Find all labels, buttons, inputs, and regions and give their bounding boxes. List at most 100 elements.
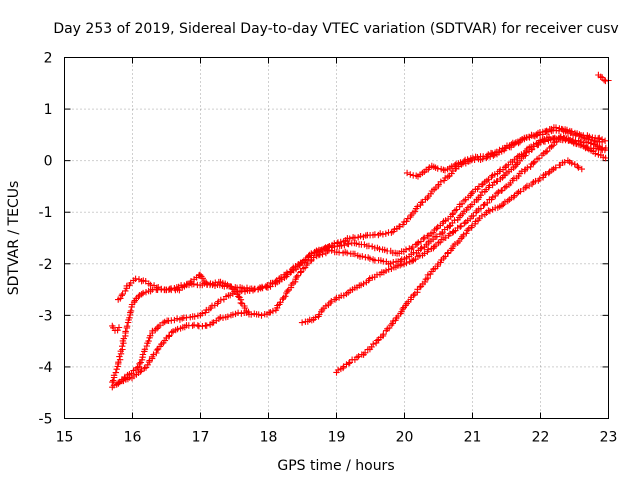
data-point (234, 309, 242, 316)
data-point (427, 190, 434, 197)
data-point (421, 278, 429, 286)
data-point (464, 156, 471, 163)
data-point (294, 272, 302, 279)
data-point (498, 187, 505, 194)
data-point (417, 245, 424, 253)
x-tick-label: 23 (600, 430, 618, 446)
data-point (149, 327, 156, 335)
data-point (219, 314, 227, 321)
data-point (168, 329, 175, 336)
data-point (415, 239, 422, 246)
data-point (545, 169, 552, 177)
series-track-6 (403, 124, 609, 180)
data-point (341, 242, 348, 249)
data-point (137, 368, 144, 375)
x-tick-label: 16 (124, 430, 142, 446)
data-point (410, 292, 417, 299)
data-point (602, 154, 609, 162)
data-point (119, 290, 126, 298)
data-point (449, 211, 456, 218)
data-point (486, 207, 494, 215)
data-point (491, 171, 498, 178)
data-point (203, 322, 210, 329)
data-point (212, 279, 219, 286)
data-point (224, 313, 231, 320)
data-point (112, 369, 119, 376)
data-point (470, 212, 477, 219)
data-point (574, 162, 581, 170)
data-point (135, 293, 142, 300)
data-point (509, 139, 516, 147)
data-point (437, 178, 444, 185)
data-point (484, 199, 491, 207)
y-axis-label: SDTVAR / TECUs (6, 181, 22, 296)
data-point (264, 282, 271, 289)
data-point (457, 222, 465, 230)
data-point (563, 126, 571, 134)
data-point (536, 175, 543, 183)
data-point (123, 323, 131, 330)
data-point (561, 135, 568, 142)
data-point (382, 267, 390, 274)
data-point (478, 181, 486, 188)
data-point (120, 335, 127, 342)
data-point (293, 273, 300, 281)
data-point (191, 313, 198, 320)
data-point (451, 241, 459, 248)
series-track-5 (333, 157, 585, 376)
data-point (425, 246, 432, 253)
data-point (174, 325, 181, 333)
data-point (438, 230, 446, 237)
data-point (141, 346, 149, 353)
data-point (513, 190, 521, 197)
data-point (312, 314, 319, 321)
data-point (153, 349, 160, 357)
data-point (209, 319, 216, 327)
data-point (158, 285, 165, 293)
data-point (288, 266, 296, 273)
data-point (596, 134, 603, 142)
data-point (176, 287, 183, 294)
data-point (123, 282, 130, 290)
series-track-8 (115, 271, 252, 316)
data-point (517, 188, 524, 195)
data-point (365, 242, 373, 250)
data-point (335, 249, 343, 256)
data-point (237, 299, 244, 307)
data-point (454, 224, 461, 232)
data-point (161, 337, 169, 344)
data-point (137, 359, 144, 366)
x-tick-labels: 15 16 17 18 19 20 21 22 23 (56, 430, 618, 446)
data-point (153, 346, 161, 354)
x-tick-label: 17 (192, 430, 210, 446)
data-point (217, 296, 224, 304)
data-point (411, 208, 419, 215)
data-point (370, 340, 377, 348)
y-tick-label: -1 (39, 205, 53, 221)
data-point (126, 314, 133, 321)
data-point (328, 298, 335, 305)
data-point (451, 162, 459, 169)
data-point (552, 164, 559, 171)
data-point (416, 283, 424, 291)
x-tick-label: 22 (532, 430, 550, 446)
data-point (429, 229, 437, 236)
data-point (360, 280, 367, 287)
data-point (478, 212, 486, 220)
data-point (119, 343, 126, 350)
data-point (485, 151, 492, 158)
data-point (442, 174, 449, 182)
data-point (299, 258, 306, 266)
x-tick-label: 20 (396, 430, 414, 446)
data-point (446, 223, 453, 230)
y-tick-label: 2 (44, 51, 53, 67)
data-point (127, 307, 135, 315)
data-point (444, 250, 451, 257)
data-point (114, 327, 121, 334)
y-tick-label: 0 (44, 154, 53, 170)
data-point (592, 150, 599, 157)
data-point (343, 249, 351, 257)
data-point (549, 142, 557, 149)
data-point (282, 293, 289, 300)
